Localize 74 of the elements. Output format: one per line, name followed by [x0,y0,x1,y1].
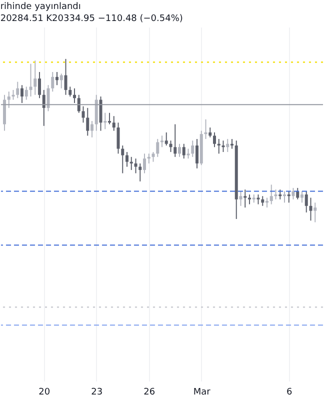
candlestick [248,194,251,205]
candlestick [160,135,164,148]
candlestick [292,187,295,200]
candlestick [126,152,128,168]
candlestick [204,118,208,140]
candlestick [20,84,24,104]
chart-title: rihinde yayınlandı [0,2,81,12]
x-tick-label: 6 [286,388,293,398]
candlestick [121,144,124,174]
candlestick [73,88,76,104]
candlestick [38,72,41,99]
candlestick [64,58,68,96]
candlestick [256,194,260,205]
candlestick [300,190,304,204]
candlestick [147,153,150,164]
candlestick [182,143,186,160]
candlestick [186,148,190,160]
candlestick [86,107,90,136]
candlestick [24,86,28,100]
candlestick [314,202,317,223]
candlestick [77,94,80,114]
candlestick [296,187,300,200]
candlestick [169,140,172,153]
candlestick [213,132,216,148]
candlestick [56,72,58,86]
candlestick [164,132,168,146]
x-tick-label: 23 [91,388,103,398]
candlestick [191,140,194,158]
candlestick [304,190,308,213]
candlestick [270,184,273,205]
candlestick [222,140,225,153]
candlestick [196,138,198,169]
candlestick [82,106,85,124]
candlestick [51,72,54,92]
candlestick [174,124,177,158]
candlestick [226,138,230,153]
candlestick [287,190,290,204]
candlestick [108,112,111,125]
chart-subtitle: 20284.51 K20334.95 −110.48 (−0.54%) [0,14,183,24]
candlestick [217,138,220,154]
candlestick [112,116,116,132]
candlestick [138,162,142,182]
x-tick-label: 26 [144,388,156,398]
candlestick [34,60,37,96]
candlestick [116,122,120,154]
candlestick [244,189,247,208]
x-tick-label: Mar [193,388,211,398]
candlestick [60,73,63,89]
candlestick [42,89,46,126]
candlestick [208,127,212,138]
candlestick [90,120,94,138]
x-tick-label: 20 [38,388,50,398]
candlestick [104,112,107,130]
candlestick [7,91,10,108]
candlestick [239,190,242,206]
candlestick [130,156,133,170]
candlestick [266,197,268,208]
candlestick [16,81,20,99]
candlestick [283,190,286,204]
candlestick [178,143,181,158]
candlestick [309,197,312,222]
candlestick [29,63,32,97]
candlestick [12,89,15,100]
candlestick [230,138,234,150]
candlestick [156,138,160,158]
candlestick [134,158,138,174]
candlestick [261,196,264,206]
candlestick [46,84,50,112]
candlestick [68,86,72,97]
candlestick [274,189,278,200]
candlestick [278,189,282,200]
candlestick [143,153,146,174]
candlestick [152,152,155,162]
candlestick [99,96,102,132]
